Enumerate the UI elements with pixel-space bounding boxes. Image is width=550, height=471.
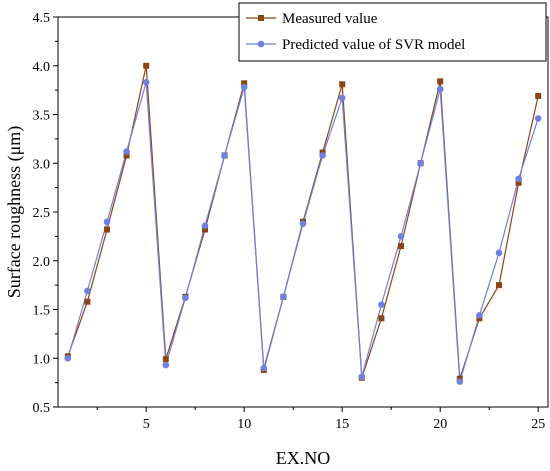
data-point-predicted <box>142 79 150 86</box>
legend-label-predicted: Predicted value of SVR model <box>282 37 465 53</box>
y-tick-label: 2.0 <box>33 255 51 270</box>
plot-area-frame <box>57 16 549 408</box>
x-tick-label: 5 <box>143 417 150 432</box>
y-tick-label: 4.5 <box>33 11 51 26</box>
data-point-measured <box>123 152 130 159</box>
legend-label-measured: Measured value <box>282 11 378 27</box>
data-point-measured <box>339 81 346 88</box>
y-tick-label: 1.0 <box>33 352 51 367</box>
data-point-measured <box>143 62 150 69</box>
y-tick-label: 1.5 <box>33 304 51 319</box>
data-point-predicted <box>64 354 72 362</box>
x-tick-label: 10 <box>237 417 251 432</box>
x-tick-label: 20 <box>433 417 447 432</box>
data-point-predicted <box>319 152 326 159</box>
data-point-predicted <box>515 175 522 183</box>
y-tick-label: 3.5 <box>33 109 51 124</box>
y-tick-label: 4.0 <box>33 60 51 75</box>
data-point-measured <box>496 282 502 289</box>
data-point-predicted <box>436 85 444 93</box>
data-point-predicted <box>280 293 287 301</box>
x-tick-label: 15 <box>335 417 349 432</box>
data-point-predicted <box>358 373 366 381</box>
y-axis-title: Surface roughness (μm) <box>4 126 25 299</box>
data-point-predicted <box>378 301 385 308</box>
data-point-predicted <box>260 364 268 372</box>
data-point-predicted <box>123 148 130 155</box>
legend-box <box>238 2 547 62</box>
series-line-predicted <box>67 82 539 382</box>
data-point-measured <box>535 92 542 99</box>
data-point-predicted <box>456 378 464 385</box>
data-point-measured <box>104 226 110 233</box>
data-point-measured <box>398 243 404 250</box>
legend: Measured value Predicted value of SVR mo… <box>238 2 547 62</box>
legend-swatch-marker-predicted <box>257 40 265 48</box>
data-point-measured <box>202 226 208 233</box>
series-markers <box>64 62 542 385</box>
y-tick-label: 0.5 <box>33 401 51 416</box>
data-point-predicted <box>476 312 483 319</box>
data-point-predicted <box>162 361 170 369</box>
y-tick-label: 3.0 <box>33 157 51 172</box>
axis-ticks: 0.5 1.0 1.5 2.0 2.5 3.0 3.5 4.0 4.5 5 10 15 20 25 <box>33 11 546 432</box>
data-point-predicted <box>221 152 228 159</box>
data-point-predicted <box>240 83 248 91</box>
data-point-measured <box>241 80 248 87</box>
data-point-measured <box>378 315 385 322</box>
data-point-predicted <box>338 94 346 102</box>
data-point-predicted <box>397 233 405 240</box>
data-point-predicted <box>534 115 542 122</box>
x-tick-label: 25 <box>531 417 545 432</box>
data-point-measured <box>437 78 444 85</box>
x-axis-title: EX.NO <box>276 448 331 468</box>
data-point-predicted <box>103 218 111 226</box>
data-point-predicted <box>201 222 209 229</box>
data-point-predicted <box>417 159 424 167</box>
legend-swatch-marker-measured <box>258 15 264 21</box>
data-point-measured <box>84 298 91 305</box>
data-point-predicted <box>495 249 503 257</box>
data-point-predicted <box>299 220 307 227</box>
data-point-predicted <box>84 287 91 295</box>
y-tick-label: 2.5 <box>33 206 51 221</box>
data-point-predicted <box>182 294 189 302</box>
data-point-measured <box>162 356 169 363</box>
data-point-measured <box>515 179 522 186</box>
